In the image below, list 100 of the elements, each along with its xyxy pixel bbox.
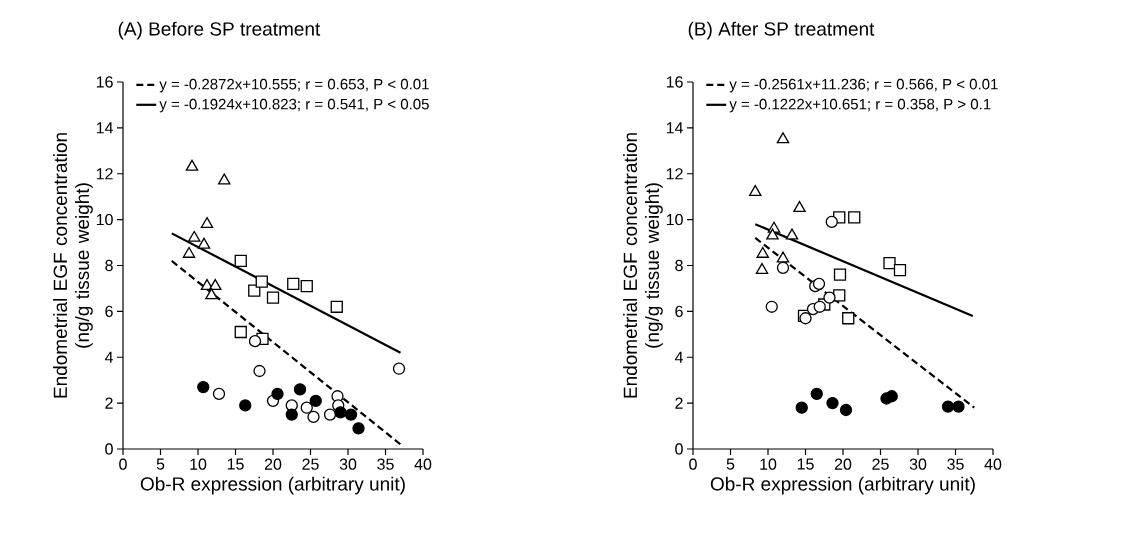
point bbox=[812, 277, 826, 290]
point bbox=[941, 400, 955, 413]
x-tick-label: 30 bbox=[339, 458, 357, 470]
point bbox=[234, 254, 247, 268]
y-tick-label: 16 bbox=[96, 76, 113, 88]
x-axis-title: Ob-R expression (arbitrary unit) bbox=[140, 476, 405, 495]
point bbox=[823, 291, 836, 304]
y-tick-label: 8 bbox=[105, 259, 113, 272]
point bbox=[352, 422, 365, 435]
x-tick-label: 10 bbox=[760, 458, 777, 470]
point bbox=[766, 228, 779, 240]
x-tick-label: 35 bbox=[947, 458, 964, 470]
point bbox=[795, 401, 808, 414]
point bbox=[197, 237, 211, 249]
x-tick-label: 20 bbox=[264, 458, 282, 470]
x-tick-label: 15 bbox=[797, 458, 814, 470]
point bbox=[883, 257, 896, 270]
point bbox=[248, 335, 262, 348]
point bbox=[285, 408, 298, 421]
point bbox=[307, 410, 320, 424]
legend-label: y = -0.1222x+10.651; r = 0.358, P > 0.1 bbox=[729, 98, 991, 113]
point bbox=[293, 383, 307, 396]
point bbox=[185, 159, 199, 171]
y-tick-label: 4 bbox=[104, 351, 113, 363]
point bbox=[793, 200, 806, 213]
y-axis-title: Endometrial EGF concentration (ng/g tissue weight) bbox=[53, 133, 93, 398]
point bbox=[205, 288, 218, 300]
point bbox=[825, 215, 838, 229]
point bbox=[842, 312, 855, 325]
point bbox=[239, 399, 252, 412]
y-axis-title: Endometrial EGF concentration (ng/g tissue weight) bbox=[623, 133, 663, 398]
x-tick-label: 40 bbox=[414, 458, 432, 470]
y-tick-label: 2 bbox=[105, 397, 113, 409]
point bbox=[182, 246, 196, 258]
x-tick-label: 10 bbox=[190, 458, 207, 470]
point bbox=[748, 184, 762, 196]
point bbox=[839, 403, 853, 417]
y-tick-label: 10 bbox=[666, 213, 683, 226]
legend-label: y = -0.1924x+10.823; r = 0.541, P < 0.05 bbox=[159, 98, 429, 113]
point bbox=[785, 228, 799, 240]
point bbox=[309, 394, 322, 407]
point bbox=[287, 277, 300, 290]
point bbox=[200, 217, 214, 229]
point bbox=[334, 406, 347, 419]
chart-title: (B) After SP treatment bbox=[688, 21, 875, 40]
y-tick-label: 14 bbox=[666, 122, 683, 134]
point bbox=[848, 211, 861, 224]
point bbox=[266, 291, 280, 304]
x-tick-label: 25 bbox=[302, 458, 319, 470]
x-tick-label: 40 bbox=[984, 458, 1002, 470]
point bbox=[833, 268, 847, 281]
point bbox=[187, 230, 201, 242]
point bbox=[208, 278, 222, 291]
y-tick-label: 0 bbox=[105, 443, 113, 455]
point bbox=[952, 400, 965, 413]
y-tick-label: 14 bbox=[96, 122, 113, 134]
point bbox=[826, 396, 839, 410]
point bbox=[330, 300, 343, 313]
y-tick-label: 8 bbox=[675, 259, 683, 272]
x-tick-label: 0 bbox=[689, 458, 697, 470]
x-axis-title: Ob-R expression (arbitrary unit) bbox=[710, 476, 975, 495]
legend-label: y = -0.2872x+10.555; r = 0.653, P < 0.01 bbox=[159, 78, 429, 93]
point bbox=[776, 132, 790, 144]
point bbox=[344, 408, 358, 421]
legend-label: y = -0.2561x+11.236; r = 0.566, P < 0.01 bbox=[729, 78, 998, 93]
y-tick-label: 4 bbox=[674, 351, 683, 363]
y-tick-label: 12 bbox=[96, 168, 113, 180]
y-tick-label: 10 bbox=[96, 213, 113, 226]
y-tick-label: 2 bbox=[675, 397, 683, 409]
y-tick-label: 6 bbox=[675, 305, 683, 318]
x-tick-label: 20 bbox=[834, 458, 852, 470]
y-tick-label: 0 bbox=[675, 443, 683, 455]
point bbox=[253, 364, 266, 378]
y-tick-label: 6 bbox=[105, 305, 113, 318]
x-tick-label: 0 bbox=[119, 458, 127, 470]
point bbox=[392, 362, 406, 375]
point bbox=[271, 387, 284, 401]
point bbox=[756, 246, 770, 258]
point bbox=[755, 262, 769, 274]
point bbox=[212, 387, 226, 401]
point bbox=[255, 275, 268, 288]
x-tick-label: 30 bbox=[909, 458, 927, 470]
point bbox=[810, 387, 823, 401]
point bbox=[300, 279, 313, 293]
x-tick-label: 5 bbox=[726, 458, 735, 470]
point bbox=[197, 380, 210, 394]
point bbox=[217, 173, 231, 185]
x-tick-label: 35 bbox=[377, 458, 394, 470]
point bbox=[300, 401, 313, 414]
point bbox=[234, 325, 247, 339]
point bbox=[776, 251, 790, 263]
point bbox=[776, 261, 790, 274]
y-tick-label: 16 bbox=[666, 76, 683, 88]
x-tick-label: 25 bbox=[872, 458, 889, 470]
point bbox=[893, 263, 907, 277]
point bbox=[765, 300, 778, 313]
x-tick-label: 5 bbox=[156, 458, 165, 470]
x-tick-label: 15 bbox=[227, 458, 244, 470]
y-tick-label: 12 bbox=[666, 168, 683, 180]
point bbox=[813, 300, 826, 313]
